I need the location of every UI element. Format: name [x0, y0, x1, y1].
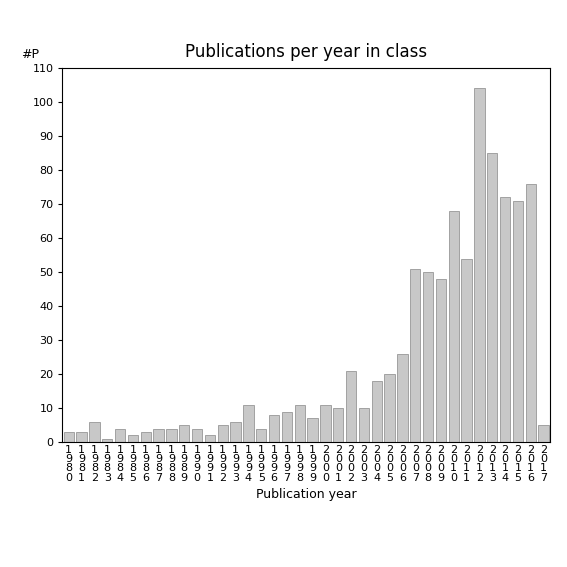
Bar	[359, 408, 369, 442]
Bar	[500, 197, 510, 442]
Bar	[513, 201, 523, 442]
Bar	[487, 153, 497, 442]
Bar	[166, 429, 176, 442]
Bar	[526, 184, 536, 442]
Bar	[269, 415, 279, 442]
Bar	[397, 354, 408, 442]
Bar	[230, 422, 241, 442]
Bar	[256, 429, 266, 442]
Bar	[384, 374, 395, 442]
Bar	[282, 412, 292, 442]
Bar	[436, 279, 446, 442]
Bar	[474, 88, 485, 442]
Bar	[346, 371, 356, 442]
Bar	[218, 425, 228, 442]
Title: Publications per year in class: Publications per year in class	[185, 43, 428, 61]
Bar	[128, 435, 138, 442]
X-axis label: Publication year: Publication year	[256, 488, 357, 501]
Bar	[205, 435, 215, 442]
Bar	[192, 429, 202, 442]
Bar	[295, 405, 305, 442]
Bar	[154, 429, 164, 442]
Bar	[333, 408, 344, 442]
Bar	[423, 272, 433, 442]
Bar	[539, 425, 549, 442]
Bar	[371, 381, 382, 442]
Bar	[102, 439, 112, 442]
Bar	[448, 211, 459, 442]
Bar	[179, 425, 189, 442]
Bar	[115, 429, 125, 442]
Bar	[462, 259, 472, 442]
Text: #P: #P	[21, 48, 39, 61]
Bar	[307, 418, 318, 442]
Bar	[141, 432, 151, 442]
Bar	[243, 405, 253, 442]
Bar	[77, 432, 87, 442]
Bar	[90, 422, 100, 442]
Bar	[64, 432, 74, 442]
Bar	[410, 269, 420, 442]
Bar	[320, 405, 331, 442]
